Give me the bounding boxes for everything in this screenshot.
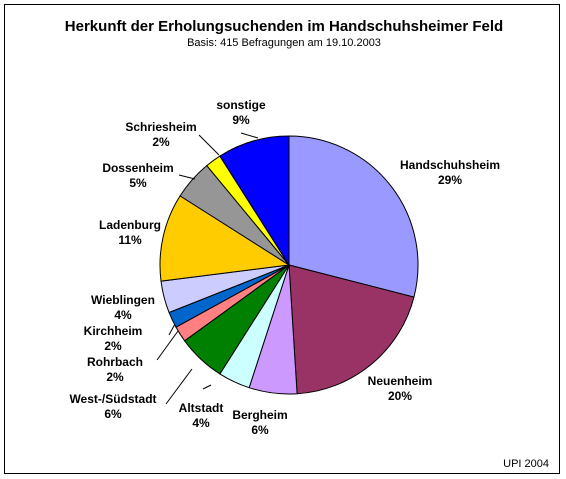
- leader-line: [202, 384, 212, 390]
- chart-footer: UPI 2004: [503, 458, 549, 470]
- slice-name-label: Ladenburg: [99, 218, 161, 232]
- slice-name-label: Dossenheim: [102, 161, 173, 175]
- slice-percent-label: 4%: [192, 416, 210, 430]
- slice-percent-label: 6%: [104, 407, 122, 421]
- chart-title: Herkunft der Erholungsuchenden im Handsc…: [65, 18, 503, 35]
- slice-name-label: Bergheim: [232, 408, 287, 422]
- slice-percent-label: 5%: [129, 176, 147, 190]
- slice-name-label: West-/Südstadt: [69, 392, 156, 406]
- slice-name-label: sonstige: [216, 98, 266, 112]
- pie-slice-ladenburg: [159, 195, 291, 282]
- slice-percent-label: 9%: [232, 113, 250, 127]
- leader-line: [165, 368, 193, 405]
- leader-line: [178, 174, 196, 180]
- slice-percent-label: 2%: [106, 370, 124, 384]
- slice-percent-label: 20%: [388, 389, 412, 403]
- slice-percent-label: 2%: [104, 339, 122, 353]
- slice-percent-label: 6%: [251, 423, 269, 437]
- slice-name-label: Altstadt: [179, 401, 224, 415]
- pie-slices: [159, 135, 419, 395]
- pie-slice-handschuhsheim: [288, 135, 419, 298]
- leader-line: [240, 132, 259, 139]
- slice-name-label: Neuenheim: [368, 374, 433, 388]
- slice-name-label: Rohrbach: [87, 355, 143, 369]
- slice-percent-label: 11%: [118, 233, 142, 247]
- slice-percent-label: 29%: [438, 173, 462, 187]
- slice-percent-label: 4%: [114, 308, 132, 322]
- slice-labels: Handschuhsheim29%Neuenheim20%Bergheim6%A…: [69, 98, 500, 437]
- slice-percent-label: 2%: [152, 135, 170, 149]
- pie-slice-neuenheim: [288, 264, 415, 395]
- leader-lines: [156, 132, 259, 405]
- slice-name-label: Wieblingen: [91, 293, 155, 307]
- leader-line: [156, 330, 179, 361]
- leader-line: [168, 323, 176, 336]
- slice-name-label: Handschuhsheim: [400, 158, 500, 172]
- pie-slice-sonstige: [219, 135, 290, 267]
- leader-line: [198, 134, 220, 156]
- slice-name-label: Kirchheim: [84, 324, 143, 338]
- chart-frame: Herkunft der Erholungsuchenden im Handsc…: [4, 4, 560, 474]
- pie-chart: Herkunft der Erholungsuchenden im Handsc…: [65, 18, 549, 470]
- chart-subtitle: Basis: 415 Befragungen am 19.10.2003: [187, 37, 381, 49]
- slice-name-label: Schriesheim: [125, 120, 196, 134]
